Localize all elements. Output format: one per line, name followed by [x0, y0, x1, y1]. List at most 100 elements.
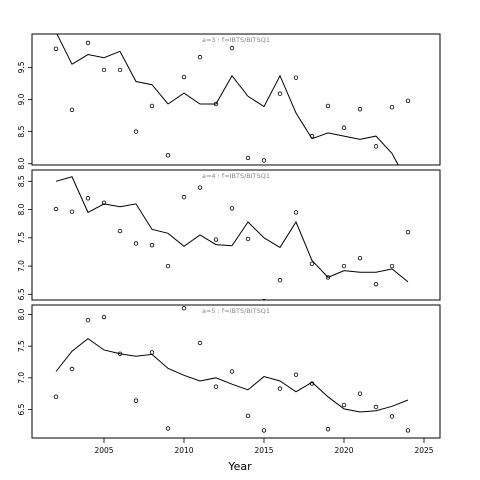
data-point [181, 305, 187, 311]
y-tick-label: 8.0 [17, 308, 26, 320]
data-point [85, 40, 91, 46]
data-point [197, 185, 203, 190]
data-point [149, 242, 155, 248]
data-point [69, 107, 75, 112]
panel-plot-area [53, 34, 411, 165]
data-point [133, 398, 139, 403]
data-point [277, 91, 283, 96]
data-point [341, 402, 347, 408]
data-point [117, 67, 123, 73]
panel-title: a=5 : f=IBTS/BITSQ1 [202, 307, 270, 315]
y-tick-label: 7.0 [17, 260, 26, 272]
x-tick-label: 2020 [334, 446, 353, 455]
y-tick-label: 7.5 [17, 340, 26, 352]
y-tick-label: 8.5 [17, 175, 26, 187]
data-point [325, 275, 331, 280]
data-point [389, 414, 395, 419]
data-point [325, 426, 331, 432]
y-tick-label: 6.5 [17, 288, 26, 300]
data-point [165, 153, 171, 158]
data-point [405, 98, 411, 103]
data-point [69, 209, 75, 215]
data-point [181, 194, 187, 200]
data-point [165, 263, 171, 269]
data-point [389, 105, 395, 110]
data-point [229, 206, 235, 211]
data-point [213, 384, 219, 389]
data-point [117, 228, 123, 234]
panel-frame [31, 304, 441, 439]
data-point [277, 278, 283, 283]
data-point [309, 381, 315, 386]
data-point [245, 413, 251, 419]
data-point [197, 340, 203, 346]
data-point [325, 103, 331, 109]
data-point [229, 45, 235, 51]
x-tick-label: 2025 [414, 446, 433, 455]
y-tick-label: 7.0 [17, 372, 26, 384]
y-tick-label: 6.5 [17, 403, 26, 415]
data-point [53, 394, 59, 400]
data-point [101, 314, 107, 320]
data-point [101, 67, 107, 73]
data-point [117, 351, 123, 356]
data-point [357, 391, 363, 396]
data-point [341, 125, 347, 130]
data-point [181, 74, 187, 80]
panel-frame [31, 33, 441, 166]
y-tick-label: 9.5 [17, 61, 26, 73]
x-axis-title: Year [227, 460, 252, 473]
data-point [261, 428, 267, 433]
data-point [53, 46, 59, 51]
data-point [357, 255, 363, 261]
data-point [245, 155, 251, 161]
x-axis: 2005 2010 2015 2020 2025 [94, 437, 434, 455]
data-point [277, 386, 283, 391]
data-point [293, 210, 299, 215]
x-tick-label: 2005 [94, 446, 113, 455]
data-point [261, 158, 267, 163]
data-point [213, 101, 219, 107]
panel-3: a=5 : f=IBTS/BITSQ1 6.5 7.0 7.5 8.0 [17, 304, 441, 439]
data-point [229, 369, 235, 374]
data-point [309, 133, 315, 139]
data-point [293, 372, 299, 377]
data-point [149, 103, 155, 109]
data-point [133, 129, 139, 134]
data-point [341, 263, 347, 269]
y-tick-label: 8.5 [17, 125, 26, 137]
panel-title: a=3 : f=IBTS/BITSQ1 [202, 36, 270, 44]
y-tick-label: 9.0 [17, 93, 26, 105]
data-point [309, 261, 315, 267]
data-point [101, 200, 107, 205]
series-line [55, 176, 409, 283]
data-point [133, 241, 139, 246]
data-point [405, 229, 411, 235]
data-point [373, 144, 379, 149]
data-point [213, 237, 219, 242]
data-point [373, 281, 379, 287]
y-tick-label: 8.0 [17, 158, 26, 170]
panel-plot-area [53, 176, 411, 300]
series-line [55, 337, 409, 413]
chart-panels: a=3 : f=IBTS/BITSQ1 8.0 8.5 9.0 9.5 a=4 : f=I… [17, 33, 441, 439]
data-point [357, 106, 363, 112]
data-point [373, 404, 379, 410]
panel-frame [31, 169, 441, 301]
panel-1: a=3 : f=IBTS/BITSQ1 8.0 8.5 9.0 9.5 [17, 33, 441, 170]
y-tick-label: 8.0 [17, 203, 26, 215]
data-point [165, 426, 171, 431]
data-point [69, 366, 75, 372]
data-point [245, 236, 251, 242]
data-point [53, 206, 59, 212]
panel-title: a=4 : f=IBTS/BITSQ1 [202, 172, 270, 180]
x-tick-label: 2015 [254, 446, 273, 455]
data-point [197, 54, 203, 60]
data-point [149, 350, 155, 355]
y-tick-label: 7.5 [17, 232, 26, 244]
panel-2: a=4 : f=IBTS/BITSQ1 6.5 7.0 7.5 8.0 8.5 [17, 169, 441, 301]
data-point [405, 428, 411, 433]
series-line [56, 34, 399, 165]
x-tick-label: 2010 [174, 446, 193, 455]
